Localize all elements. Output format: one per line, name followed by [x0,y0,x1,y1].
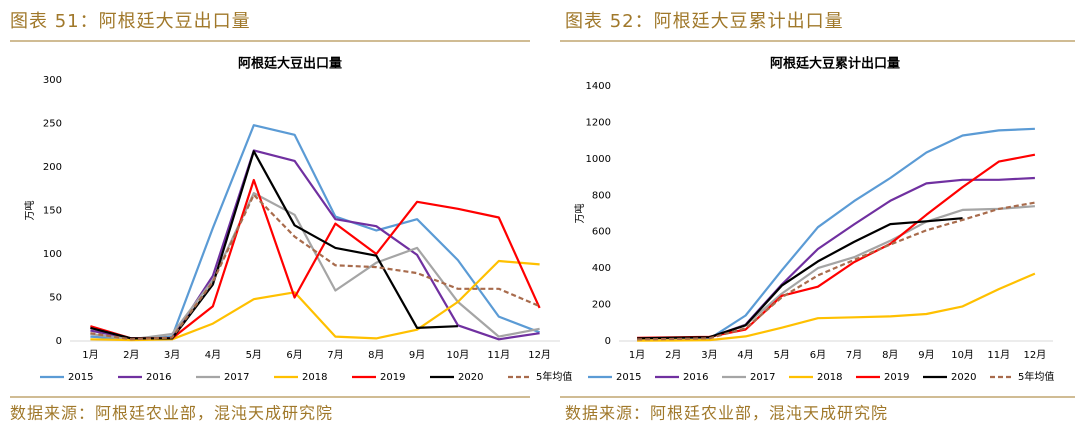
x-tick-label: 10月 [951,349,974,361]
x-tick-label: 5月 [774,349,790,361]
series-line [90,192,540,341]
source: 数据来源：阿根廷农业部，混沌天成研究院 [565,404,888,423]
caption: 图表 52：阿根廷大豆累计出口量 [565,11,844,32]
legend-label: 2016 [683,372,708,383]
legend-label: 2019 [884,372,909,383]
x-tick-label: 12月 [528,349,551,361]
series-line [90,259,540,342]
x-tick-label: 5月 [246,349,262,361]
x-tick-label: 4月 [737,349,753,361]
source: 数据来源：阿根廷农业部，混沌天成研究院 [10,404,333,423]
series-line [637,153,1036,339]
legend-label: 2020 [951,372,976,383]
legend-label: 2017 [750,372,775,383]
series-line [637,127,1035,342]
x-tick-label: 12月 [1024,349,1047,361]
legend-label: 2019 [380,372,405,383]
series-line [90,193,541,341]
y-tick-label: 100 [43,249,62,260]
x-tick-label: 2月 [665,349,681,361]
legend-label: 2016 [146,372,171,383]
y-axis-label: 万吨 [573,204,586,224]
legend-label: 5年均值 [1018,370,1054,383]
x-tick-label: 7月 [846,349,862,361]
x-tick-label: 8月 [882,349,898,361]
x-tick-label: 10月 [447,349,470,361]
series-line [90,124,540,341]
series-line [90,150,458,340]
series-line [637,205,1035,341]
legend-label: 2015 [616,372,641,383]
x-tick-label: 8月 [368,349,384,361]
y-tick-label: 200 [43,162,62,173]
caption: 图表 51：阿根廷大豆出口量 [10,11,251,32]
series-line [90,149,540,341]
x-tick-label: 2月 [123,349,139,361]
legend-label: 2015 [68,372,93,383]
legend-label: 5年均值 [536,370,572,383]
y-tick-label: 150 [43,206,62,217]
x-tick-label: 4月 [205,349,221,361]
x-tick-label: 3月 [701,349,717,361]
y-tick-label: 1200 [586,117,611,128]
series-line [637,272,1036,342]
y-axis-label: 万吨 [23,201,36,221]
y-tick-label: 50 [49,293,62,304]
legend-label: 2017 [224,372,249,383]
y-tick-label: 250 [43,119,62,130]
x-tick-label: 3月 [164,349,180,361]
y-tick-label: 200 [592,300,611,311]
x-tick-label: 11月 [987,349,1010,361]
y-tick-label: 1000 [586,154,611,165]
y-tick-label: 0 [605,336,611,347]
x-tick-label: 11月 [487,349,510,361]
legend-label: 2018 [302,372,327,383]
y-tick-label: 0 [56,336,62,347]
y-tick-label: 400 [592,263,611,274]
x-tick-label: 1月 [82,349,98,361]
x-tick-label: 6月 [810,349,826,361]
chart-title: 阿根廷大豆累计出口量 [770,56,900,72]
legend-label: 2018 [817,372,842,383]
x-tick-label: 7月 [327,349,343,361]
x-tick-label: 1月 [629,349,645,361]
x-tick-label: 9月 [409,349,425,361]
series-line [637,176,1035,340]
y-tick-label: 300 [43,75,62,86]
x-tick-label: 9月 [918,349,934,361]
x-tick-label: 6月 [286,349,302,361]
legend-label: 2020 [458,372,483,383]
chart-title: 阿根廷大豆出口量 [238,56,342,72]
y-tick-label: 1400 [586,81,611,92]
y-tick-label: 600 [592,227,611,238]
y-tick-label: 800 [592,190,611,201]
series-line [637,201,1036,341]
series-line [637,217,963,340]
